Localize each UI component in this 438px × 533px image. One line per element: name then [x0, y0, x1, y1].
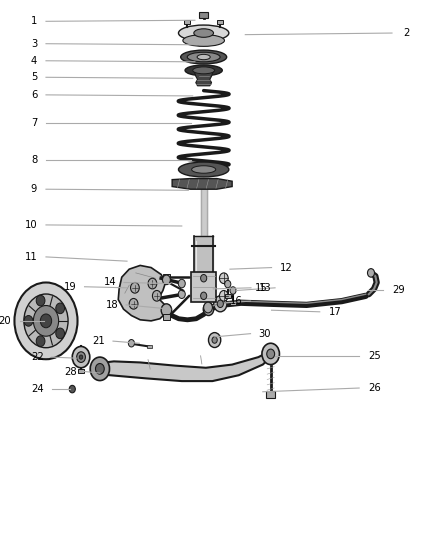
Circle shape [131, 282, 139, 293]
Text: 12: 12 [280, 263, 293, 272]
Circle shape [262, 343, 279, 365]
Circle shape [72, 346, 90, 368]
Text: 15: 15 [254, 283, 267, 293]
FancyBboxPatch shape [230, 301, 236, 305]
Circle shape [225, 280, 231, 288]
Text: 24: 24 [31, 384, 44, 394]
FancyBboxPatch shape [184, 20, 190, 24]
FancyBboxPatch shape [225, 294, 231, 298]
Circle shape [95, 364, 104, 374]
Circle shape [204, 302, 212, 313]
Ellipse shape [185, 65, 223, 76]
FancyBboxPatch shape [199, 12, 208, 18]
Circle shape [128, 340, 134, 347]
Circle shape [203, 303, 214, 316]
Circle shape [219, 273, 228, 284]
Circle shape [56, 303, 64, 314]
Text: 20: 20 [0, 316, 11, 326]
Polygon shape [118, 265, 166, 321]
FancyBboxPatch shape [78, 369, 84, 373]
Circle shape [14, 282, 78, 359]
FancyBboxPatch shape [163, 274, 170, 280]
Text: 11: 11 [25, 252, 37, 262]
Text: 4: 4 [31, 56, 37, 66]
Text: 6: 6 [31, 90, 37, 100]
Ellipse shape [179, 162, 229, 177]
Ellipse shape [180, 50, 227, 64]
Circle shape [36, 336, 45, 346]
Text: 26: 26 [368, 383, 381, 393]
Ellipse shape [183, 35, 225, 46]
Circle shape [230, 287, 236, 294]
Ellipse shape [187, 52, 220, 62]
Polygon shape [95, 351, 271, 381]
Circle shape [367, 269, 374, 277]
Circle shape [214, 296, 227, 312]
Ellipse shape [194, 29, 214, 37]
Text: 22: 22 [31, 352, 44, 362]
FancyBboxPatch shape [191, 272, 216, 302]
Text: 28: 28 [64, 367, 77, 376]
Circle shape [77, 352, 85, 362]
Circle shape [24, 294, 68, 348]
Text: 19: 19 [64, 282, 77, 292]
Circle shape [40, 314, 52, 328]
Circle shape [217, 300, 223, 308]
Circle shape [129, 298, 138, 309]
Text: 7: 7 [31, 118, 37, 127]
Text: 29: 29 [392, 286, 405, 295]
Circle shape [33, 305, 59, 336]
Circle shape [178, 290, 185, 298]
Text: 10: 10 [25, 220, 37, 230]
Circle shape [212, 337, 217, 343]
Text: 5: 5 [31, 72, 37, 82]
Circle shape [178, 279, 185, 288]
Ellipse shape [179, 25, 229, 41]
FancyBboxPatch shape [217, 20, 223, 24]
Circle shape [162, 275, 170, 285]
Text: 2: 2 [403, 28, 410, 38]
Ellipse shape [193, 67, 215, 74]
Text: 18: 18 [106, 300, 118, 310]
Circle shape [90, 357, 110, 381]
Circle shape [152, 290, 161, 301]
Text: 3: 3 [31, 39, 37, 49]
Text: 21: 21 [92, 336, 105, 346]
Circle shape [201, 274, 207, 282]
Ellipse shape [192, 166, 215, 173]
Circle shape [148, 278, 157, 289]
Text: 14: 14 [103, 278, 116, 287]
Text: 13: 13 [258, 283, 271, 293]
Circle shape [161, 304, 172, 317]
Polygon shape [172, 179, 232, 189]
Text: 17: 17 [328, 307, 341, 317]
Text: 1: 1 [31, 17, 37, 26]
Circle shape [69, 385, 75, 393]
Circle shape [24, 316, 33, 326]
Ellipse shape [197, 54, 210, 60]
Text: 25: 25 [368, 351, 381, 361]
Circle shape [36, 295, 45, 306]
Circle shape [267, 349, 275, 359]
FancyBboxPatch shape [163, 314, 170, 320]
Text: 30: 30 [258, 329, 271, 338]
FancyBboxPatch shape [266, 391, 275, 398]
Text: 16: 16 [230, 296, 243, 306]
Circle shape [56, 328, 64, 338]
Circle shape [219, 290, 228, 301]
Circle shape [208, 333, 221, 348]
FancyBboxPatch shape [147, 345, 152, 348]
Circle shape [201, 292, 207, 300]
Text: 8: 8 [31, 155, 37, 165]
Text: 9: 9 [31, 184, 37, 194]
Polygon shape [194, 71, 213, 86]
Circle shape [79, 355, 83, 359]
